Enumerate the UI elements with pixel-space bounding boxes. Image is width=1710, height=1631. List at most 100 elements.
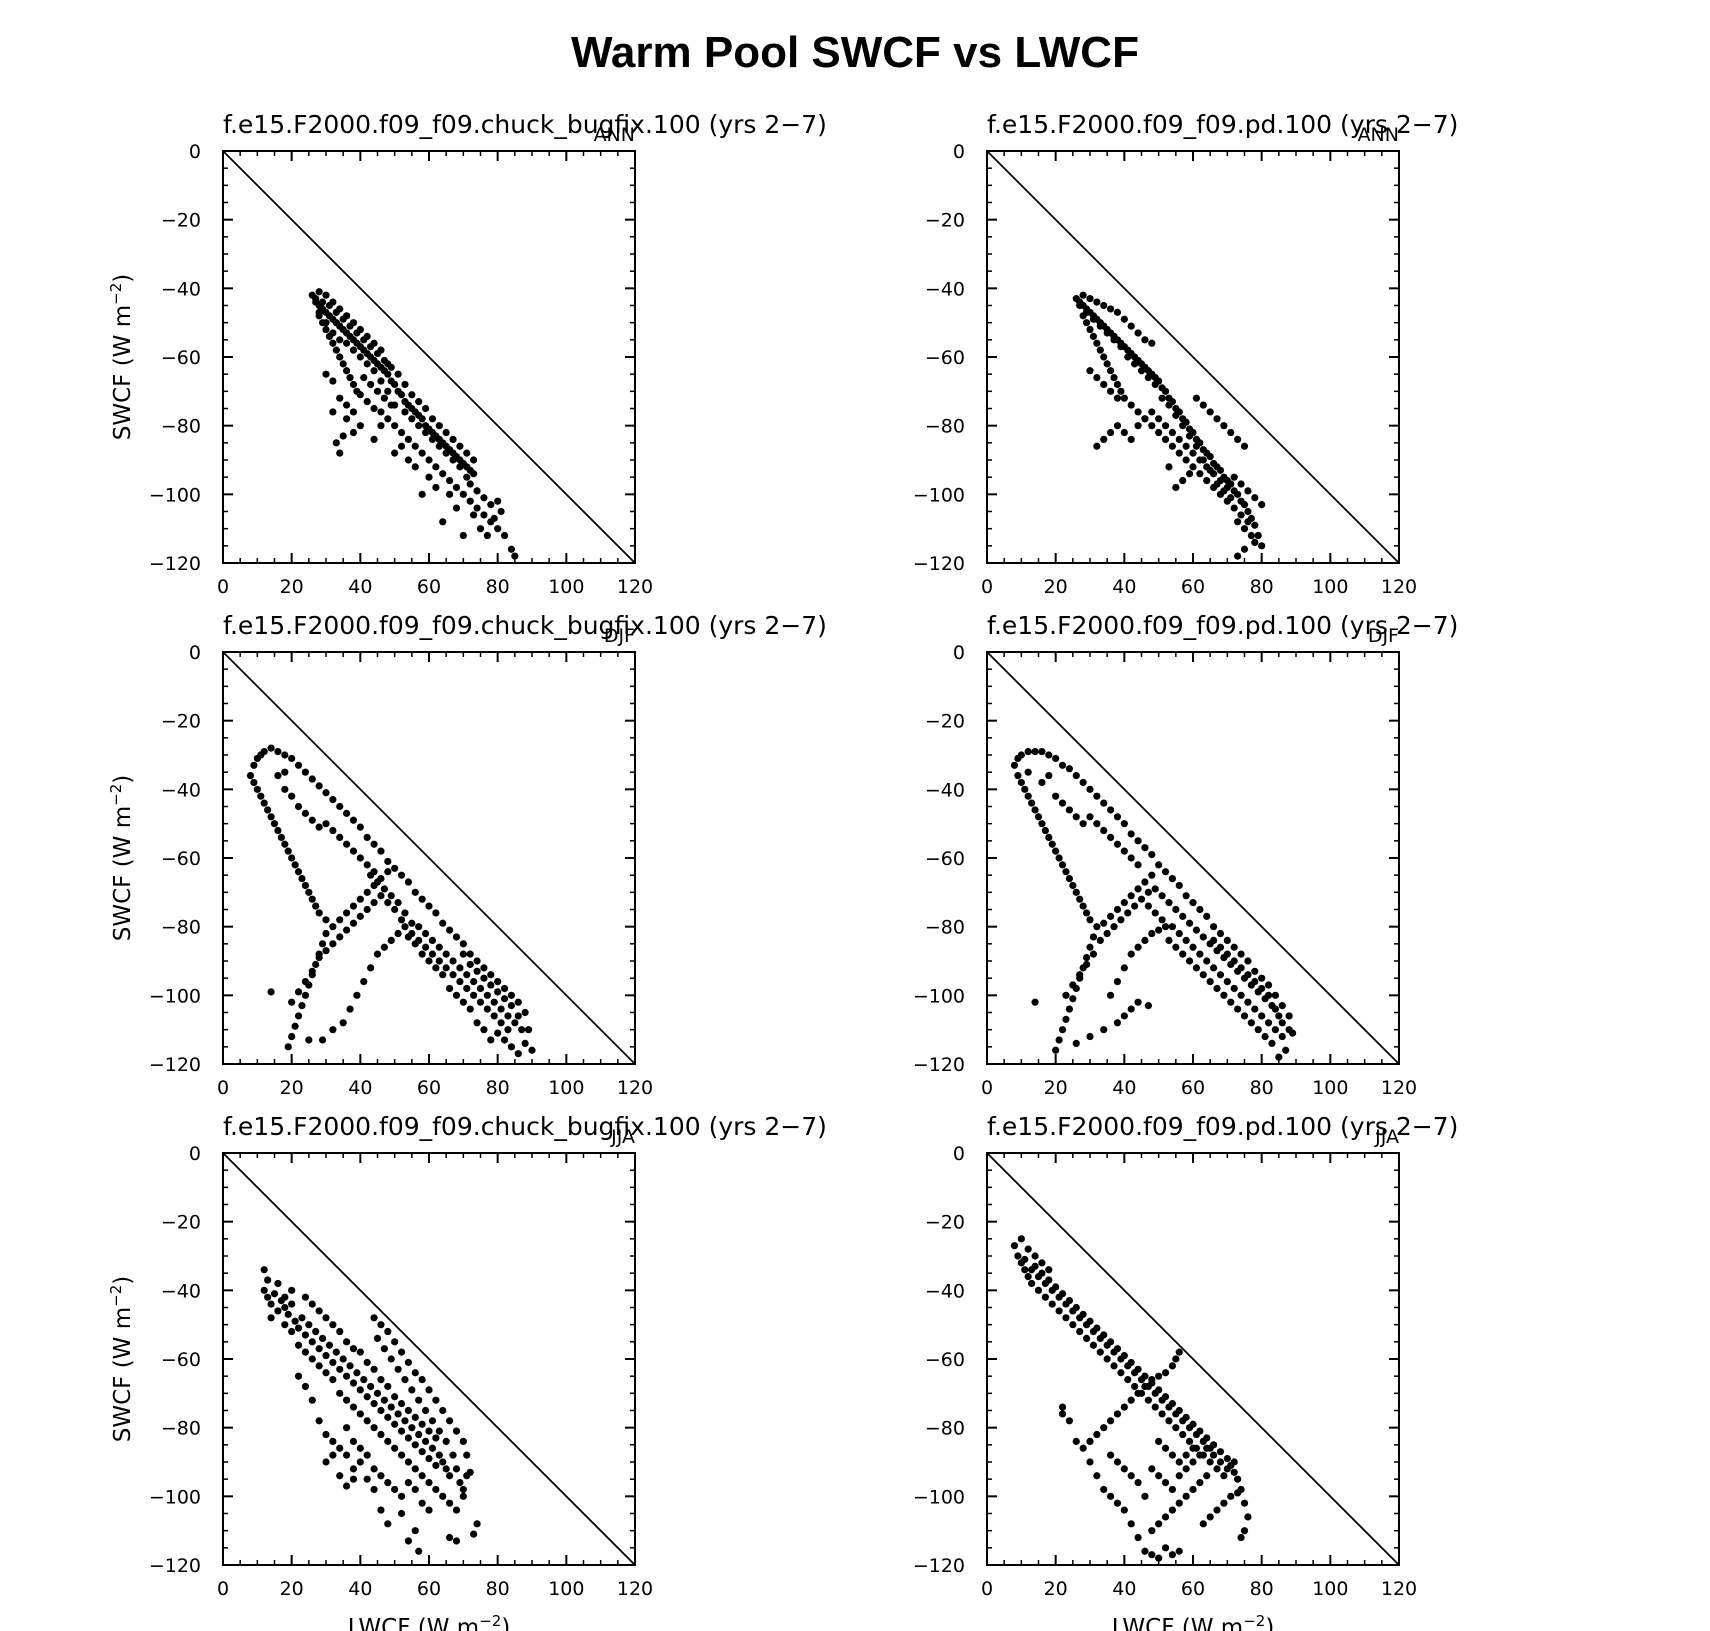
scatter-point — [500, 1036, 509, 1044]
scatter-point — [1278, 1032, 1286, 1041]
scatter-point — [500, 995, 509, 1003]
scatter-point — [384, 1413, 392, 1421]
scatter-point — [1134, 861, 1142, 869]
x-tick-label: 100 — [548, 1578, 584, 1600]
scatter-point — [346, 322, 354, 330]
scatter-point — [1058, 1410, 1067, 1418]
scatter-point — [356, 1444, 364, 1452]
scatter-point — [1192, 926, 1201, 934]
scatter-point — [363, 905, 371, 914]
scatter-point — [1206, 1513, 1214, 1521]
scatter-point — [1134, 1479, 1142, 1487]
scatter-point — [1161, 422, 1170, 430]
scatter-point — [480, 964, 488, 972]
scatter-point — [1141, 336, 1149, 344]
scatter-point — [1179, 1417, 1187, 1425]
scatter-point — [1203, 912, 1211, 920]
scatter-point — [343, 909, 351, 917]
x-tick-label: 80 — [1250, 1077, 1274, 1099]
scatter-point — [391, 401, 399, 409]
scatter-point — [370, 435, 378, 443]
scatter-point — [363, 1393, 371, 1401]
x-tick-label: 120 — [617, 1077, 653, 1099]
scatter-point — [391, 1485, 399, 1494]
scatter-point — [1271, 991, 1279, 999]
scatter-point — [1082, 953, 1091, 962]
y-tick-label: −100 — [913, 985, 965, 1007]
scatter-point — [1120, 428, 1128, 437]
scatter-point — [1210, 964, 1218, 972]
scatter-point — [446, 1499, 454, 1507]
scatter-point — [456, 1479, 464, 1487]
y-axis-label: SWCF (W m−2) — [107, 775, 136, 942]
scatter-point — [1100, 1424, 1108, 1432]
scatter-point — [1062, 991, 1070, 999]
scatter-point — [507, 991, 515, 999]
scatter-point — [377, 1472, 385, 1480]
scatter-point — [1230, 1458, 1238, 1466]
scatter-point — [408, 1386, 416, 1394]
scatter-point — [301, 1331, 309, 1339]
scatter-point — [322, 291, 330, 299]
scatter-point — [1240, 545, 1249, 553]
scatter-point — [1079, 1444, 1087, 1452]
x-tick-label: 40 — [1112, 576, 1136, 598]
scatter-point — [384, 370, 392, 378]
scatter-point — [487, 501, 495, 509]
scatter-point — [494, 988, 502, 996]
y-axis-label-exp: −2 — [107, 1285, 125, 1307]
y-tick-label: −120 — [913, 1054, 965, 1076]
scatter-point — [439, 1458, 447, 1466]
scatter-point — [336, 916, 344, 924]
scatter-point — [329, 940, 337, 948]
scatter-point — [329, 339, 337, 347]
scatter-point — [442, 1437, 450, 1445]
scatter-point — [1155, 1554, 1163, 1562]
scatter-point — [435, 422, 443, 430]
scatter-point — [404, 1537, 412, 1545]
scatter-point — [1131, 360, 1139, 368]
scatter-point — [1168, 1451, 1176, 1459]
scatter-point — [415, 398, 423, 406]
scatter-point — [284, 1310, 292, 1318]
scatter-point — [1182, 456, 1190, 464]
x-tick-label: 40 — [348, 1578, 372, 1600]
scatter-point — [473, 1520, 481, 1528]
scatter-point — [370, 367, 378, 375]
scatter-point — [1072, 813, 1080, 821]
scatter-point — [1093, 792, 1101, 800]
scatter-point — [1093, 442, 1101, 450]
scatter-point — [260, 799, 268, 807]
scatter-point — [281, 1321, 289, 1329]
scatter-point — [1158, 892, 1166, 900]
scatter-point — [401, 1417, 409, 1425]
scatter-point — [432, 1434, 440, 1442]
scatter-point — [1055, 854, 1063, 862]
y-tick-label: −120 — [913, 1555, 965, 1577]
scatter-point — [380, 885, 388, 893]
x-tick-label: 40 — [348, 1077, 372, 1099]
scatter-point — [463, 971, 471, 979]
scatter-point — [1185, 470, 1194, 478]
scatter-point — [1055, 1307, 1063, 1315]
scatter-point — [367, 380, 375, 389]
scatter-point — [312, 1327, 320, 1336]
scatter-point — [336, 1444, 344, 1452]
scatter-point — [494, 978, 502, 986]
scatter-point — [1141, 844, 1149, 852]
scatter-point — [315, 823, 323, 831]
scatter-point — [449, 971, 457, 979]
y-tick-label: −120 — [913, 553, 965, 575]
scatter-point — [1230, 984, 1238, 993]
scatter-point — [336, 802, 344, 811]
scatter-point — [343, 367, 351, 375]
scatter-point — [1028, 1279, 1036, 1288]
scatter-point — [1182, 1451, 1190, 1459]
scatter-point — [1158, 394, 1166, 402]
scatter-point — [1175, 449, 1183, 457]
scatter-point — [1052, 847, 1060, 855]
scatter-point — [1227, 998, 1235, 1006]
scatter-point — [425, 456, 433, 464]
scatter-point — [446, 1472, 454, 1480]
reference-line — [986, 150, 1400, 564]
